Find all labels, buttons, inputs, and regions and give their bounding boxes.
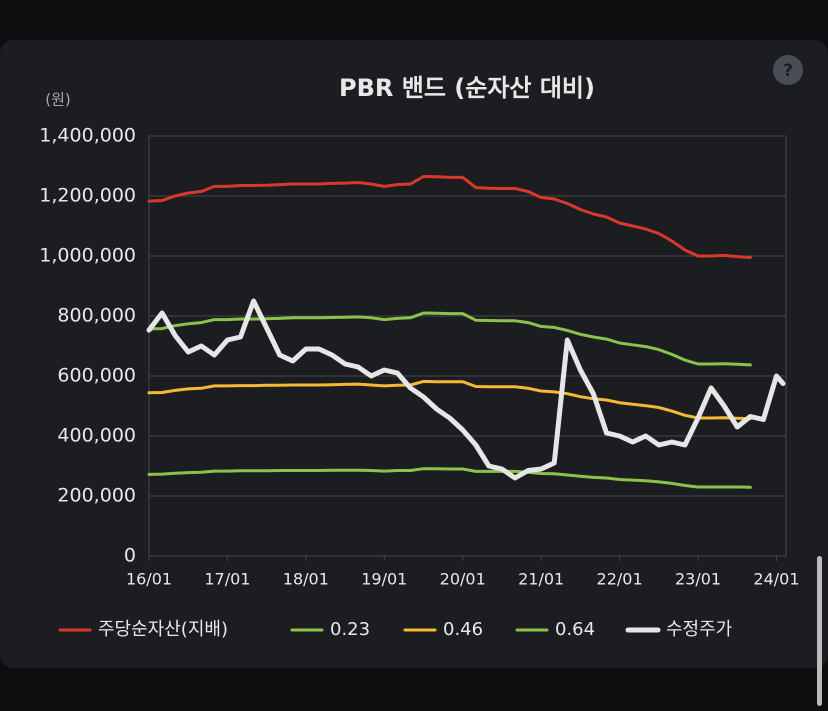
legend-label: 0.64 bbox=[555, 619, 595, 640]
x-tick-label: 16/01 bbox=[126, 570, 172, 589]
x-tick-label: 18/01 bbox=[283, 570, 329, 589]
x-tick-label: 17/01 bbox=[204, 570, 250, 589]
help-icon: ? bbox=[783, 61, 793, 81]
series-line bbox=[147, 467, 752, 489]
legend-label: 0.23 bbox=[330, 619, 370, 640]
help-button[interactable] bbox=[773, 55, 803, 85]
y-tick-label: 0 bbox=[124, 545, 136, 567]
x-tick-label: 20/01 bbox=[440, 570, 486, 589]
x-tick-label: 21/01 bbox=[518, 570, 564, 589]
x-tick-label: 24/01 bbox=[753, 570, 799, 589]
y-tick-label: 1,400,000 bbox=[39, 125, 136, 147]
y-axis-unit: (원) bbox=[45, 91, 71, 109]
legend-label: 0.46 bbox=[443, 619, 483, 640]
x-tick-label: 19/01 bbox=[361, 570, 407, 589]
legend-label: 수정주가 bbox=[666, 619, 732, 640]
series-line bbox=[147, 175, 752, 259]
plot: 0 200,000 400,000 600,000 800,000 1,000,000 1,… bbox=[39, 125, 799, 641]
y-tick-label: 800,000 bbox=[57, 305, 136, 327]
x-tick-label: 23/01 bbox=[675, 570, 721, 589]
chart-title: PBR 밴드 (순자산 대비) bbox=[339, 74, 595, 102]
y-tick-label: 400,000 bbox=[57, 425, 136, 447]
series-line bbox=[146, 298, 786, 481]
y-tick-label: 1,000,000 bbox=[39, 245, 136, 267]
x-tick-label: 22/01 bbox=[597, 570, 643, 589]
scrollbar[interactable] bbox=[817, 556, 822, 706]
series-line bbox=[147, 379, 752, 421]
y-tick-label: 200,000 bbox=[57, 485, 136, 507]
y-tick-label: 600,000 bbox=[57, 365, 136, 387]
card bbox=[0, 40, 828, 668]
y-tick-label: 1,200,000 bbox=[39, 185, 136, 207]
legend-label: 주당순자산(지배) bbox=[98, 619, 228, 640]
